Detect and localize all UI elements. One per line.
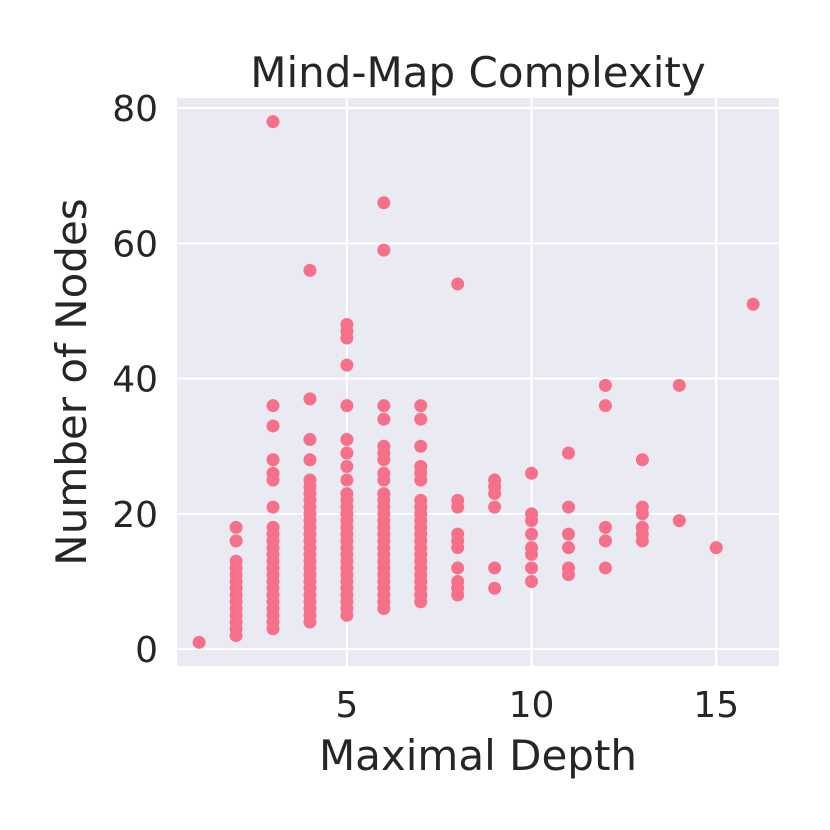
data-point [488, 561, 502, 575]
data-points [192, 115, 760, 649]
y-grid-lines [177, 107, 779, 651]
data-point [340, 487, 354, 501]
data-point [451, 574, 465, 588]
data-point [709, 541, 723, 555]
data-point [414, 412, 428, 426]
data-point [340, 432, 354, 446]
data-point [266, 453, 280, 467]
data-point [377, 439, 391, 453]
y-tick-label: 60 [112, 224, 158, 265]
y-tick-label: 80 [112, 89, 158, 130]
data-point [229, 534, 243, 548]
data-point [598, 378, 612, 392]
data-point [340, 460, 354, 474]
y-tick-label: 0 [135, 630, 158, 671]
data-point [414, 439, 428, 453]
y-tick-labels: 0 20 40 60 80 [112, 89, 158, 671]
data-point [635, 500, 649, 514]
data-point [525, 466, 539, 480]
data-point [266, 500, 280, 514]
data-point [598, 534, 612, 548]
data-point [266, 466, 280, 480]
data-point [561, 500, 575, 514]
data-point [561, 561, 575, 575]
data-point [340, 399, 354, 413]
data-point [451, 561, 465, 575]
data-point [488, 581, 502, 595]
data-point [451, 527, 465, 541]
data-point [488, 500, 502, 514]
x-tick-label: 10 [509, 685, 555, 726]
data-point [229, 554, 243, 568]
x-tick-label: 15 [693, 685, 739, 726]
data-point [192, 635, 206, 649]
data-point [266, 419, 280, 433]
data-point [340, 473, 354, 487]
data-point [229, 520, 243, 534]
data-point [635, 453, 649, 467]
data-point [266, 520, 280, 534]
data-point [414, 460, 428, 474]
x-tick-labels: 5 10 15 [335, 685, 739, 726]
data-point [672, 378, 686, 392]
data-point [598, 520, 612, 534]
data-point [377, 196, 391, 210]
data-point [340, 318, 354, 332]
y-tick-label: 40 [112, 360, 158, 401]
data-point [525, 574, 539, 588]
y-tick-label: 20 [112, 495, 158, 536]
data-point [451, 493, 465, 507]
x-tick-label: 5 [335, 685, 358, 726]
data-point [598, 561, 612, 575]
data-point [414, 493, 428, 507]
data-point [377, 487, 391, 501]
data-point [303, 473, 317, 487]
data-point [525, 527, 539, 541]
data-point [414, 399, 428, 413]
data-point [303, 392, 317, 406]
chart-title: Mind-Map Complexity [250, 48, 706, 97]
data-point [635, 520, 649, 534]
data-point [451, 277, 465, 291]
data-point [303, 453, 317, 467]
data-point [561, 541, 575, 555]
y-axis-label: Number of Nodes [47, 198, 96, 565]
data-point [303, 263, 317, 277]
data-point [488, 473, 502, 487]
data-point [746, 297, 760, 311]
data-point [377, 412, 391, 426]
data-point [377, 466, 391, 480]
data-point [525, 561, 539, 575]
data-point [561, 527, 575, 541]
data-point [377, 243, 391, 257]
data-point [377, 399, 391, 413]
data-point [266, 399, 280, 413]
x-axis-label: Maximal Depth [319, 731, 637, 780]
data-point [266, 115, 280, 129]
data-point [303, 432, 317, 446]
data-point [672, 514, 686, 528]
data-point [525, 507, 539, 521]
data-point [525, 541, 539, 555]
data-point [561, 446, 575, 460]
data-point [340, 446, 354, 460]
data-point [340, 358, 354, 372]
data-point [598, 399, 612, 413]
